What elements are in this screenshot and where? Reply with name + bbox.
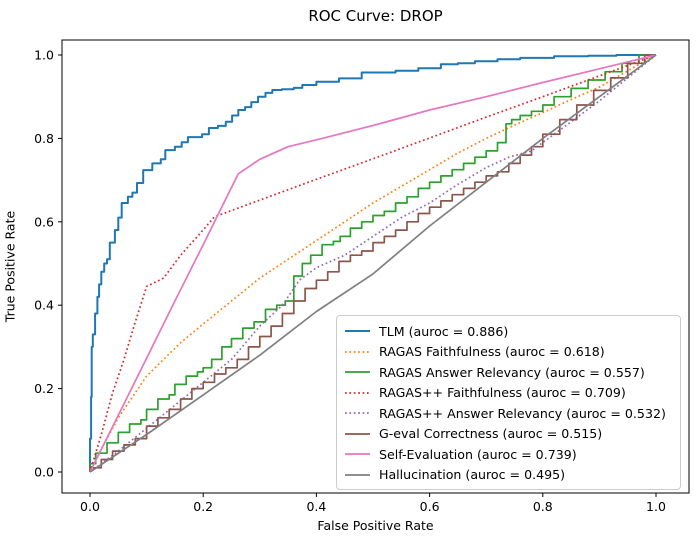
legend-item: Self-Evaluation (auroc = 0.739): [345, 444, 672, 464]
curve-ragas-faithfulness: [89, 54, 657, 473]
x-tick-label: 0.2: [193, 499, 213, 514]
y-tick-label: 0.8: [34, 131, 54, 146]
legend-item: RAGAS++ Answer Relevancy (auroc = 0.532): [345, 403, 672, 423]
y-tick-label: 0.2: [34, 381, 54, 396]
x-tick-label: 0.8: [533, 499, 553, 514]
curve-self-evaluation: [89, 54, 657, 473]
x-tick-label: 0.0: [80, 499, 100, 514]
legend-label: RAGAS++ Faithfulness (auroc = 0.709): [379, 385, 626, 401]
legend-label: G-eval Correctness (auroc = 0.515): [379, 426, 603, 442]
legend-label: Hallucination (auroc = 0.495): [379, 467, 566, 483]
legend-sample-line: [345, 432, 370, 435]
legend-sample-line: [345, 350, 370, 353]
legend-sample-line: [345, 412, 370, 415]
legend-label: RAGAS Answer Relevancy (auroc = 0.557): [379, 364, 645, 380]
curve-tlm: [89, 54, 656, 472]
curve-ragas-answer-relevancy: [89, 54, 656, 472]
curve-ragas-faithfulness: [89, 54, 657, 473]
curve-ragas-answer-relevancy: [89, 54, 657, 473]
y-tick-label: 1.0: [34, 48, 54, 63]
legend-sample-line: [345, 391, 370, 394]
x-tick-label: 0.6: [420, 499, 440, 514]
chart-title: ROC Curve: DROP: [308, 7, 443, 25]
y-tick-label: 0.4: [34, 298, 54, 313]
legend-sample-line: [345, 473, 370, 476]
y-tick-label: 0.0: [34, 465, 54, 480]
legend-label: Self-Evaluation (auroc = 0.739): [379, 446, 577, 462]
legend-label: TLM (auroc = 0.886): [379, 323, 509, 339]
legend-item: RAGAS++ Faithfulness (auroc = 0.709): [345, 383, 672, 403]
axes-frame: [61, 39, 690, 494]
legend-item: RAGAS Answer Relevancy (auroc = 0.557): [345, 362, 672, 382]
legend-item: TLM (auroc = 0.886): [345, 321, 672, 341]
legend-label: RAGAS++ Answer Relevancy (auroc = 0.532): [379, 405, 666, 421]
legend-sample-line: [345, 371, 370, 374]
curve-hallucination: [89, 54, 657, 473]
y-tick-label: 0.6: [34, 214, 54, 229]
legend-sample-line: [345, 330, 370, 333]
legend-item: RAGAS Faithfulness (auroc = 0.618): [345, 342, 672, 362]
x-tick-label: 0.4: [306, 499, 326, 514]
legend-item: Hallucination (auroc = 0.495): [345, 465, 672, 485]
y-axis-label: True Positive Rate: [2, 210, 18, 323]
legend-sample-line: [345, 453, 370, 456]
legend-item: G-eval Correctness (auroc = 0.515): [345, 424, 672, 444]
legend-box: TLM (auroc = 0.886) RAGAS Faithfulness (a…: [336, 315, 681, 490]
x-axis-label: False Positive Rate: [317, 518, 434, 533]
x-tick-label: 1.0: [646, 499, 666, 514]
legend-label: RAGAS Faithfulness (auroc = 0.618): [379, 344, 605, 360]
curve-g-eval-correctness: [89, 54, 656, 472]
